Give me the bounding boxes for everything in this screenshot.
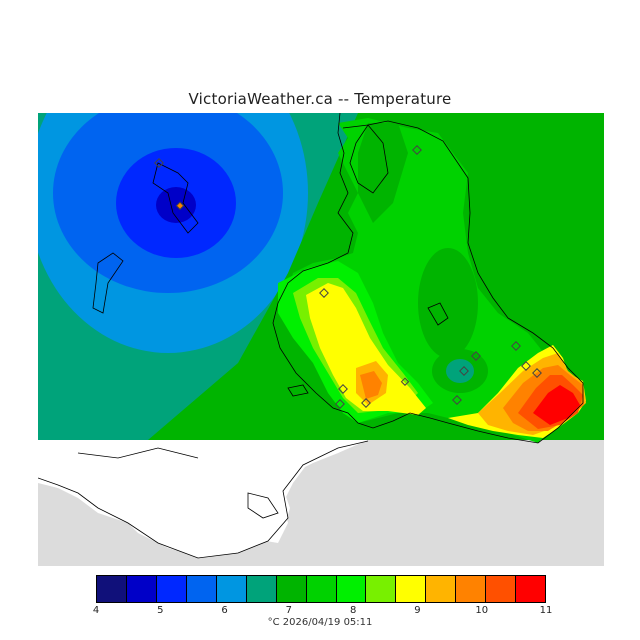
station-east-c[interactable]	[521, 361, 531, 371]
colorbar-segment	[336, 576, 367, 602]
colorbar-tick-label: 7	[285, 605, 293, 616]
colorbar-segment	[456, 576, 487, 602]
colorbar-segment	[486, 576, 517, 602]
temperature-colorbar	[96, 575, 546, 603]
colorbar-segment	[396, 576, 427, 602]
temperature-map[interactable]	[38, 113, 604, 566]
colorbar-ticks: 4 5 6 7 8 9 10 11	[92, 605, 553, 619]
colorbar-tick-label: 5	[157, 605, 164, 616]
station-north-b[interactable]	[412, 145, 422, 155]
colorbar-tick-label: 8	[349, 605, 357, 616]
unit-and-timestamp: °C 2026/04/19 05:11	[267, 617, 373, 628]
station-south-a[interactable]	[452, 395, 462, 405]
land-field	[278, 118, 586, 443]
colorbar-segment	[426, 576, 457, 602]
colorbar-segment	[276, 576, 307, 602]
colorbar-tick-label: 10	[475, 605, 489, 616]
colorbar-segment	[306, 576, 337, 602]
coastlines	[38, 113, 584, 559]
station-east-a[interactable]	[459, 366, 469, 376]
station-east-b[interactable]	[471, 351, 481, 361]
colorbar-segment	[366, 576, 397, 602]
map-canvas	[38, 113, 604, 559]
station-nw-north[interactable]	[154, 158, 164, 168]
station-markers	[154, 145, 542, 409]
contour-4-5c	[156, 187, 196, 223]
colorbar-segment	[246, 576, 277, 602]
colorbar-segment	[126, 576, 157, 602]
station-nw-center[interactable]	[175, 201, 185, 210]
map-title: VictoriaWeather.ca -- Temperature	[188, 90, 452, 108]
colorbar-segment	[516, 576, 546, 602]
colorbar-tick-label: 6	[221, 605, 228, 616]
station-saanich-west[interactable]	[319, 288, 329, 298]
colorbar-segment	[97, 576, 127, 602]
colorbar-segment	[156, 576, 187, 602]
colorbar-tick-label: 4	[92, 605, 100, 616]
station-saanich-center[interactable]	[338, 384, 348, 394]
station-north-a[interactable]	[511, 341, 521, 351]
station-east-d[interactable]	[532, 368, 542, 378]
colorbar-segment	[186, 576, 217, 602]
station-inlet-a[interactable]	[335, 399, 345, 409]
station-south-b[interactable]	[400, 377, 410, 386]
station-inlet-b[interactable]	[361, 398, 371, 408]
colorbar-segment	[216, 576, 247, 602]
colorbar-tick-label: 11	[539, 605, 553, 616]
colorbar-tick-label: 9	[414, 605, 421, 616]
